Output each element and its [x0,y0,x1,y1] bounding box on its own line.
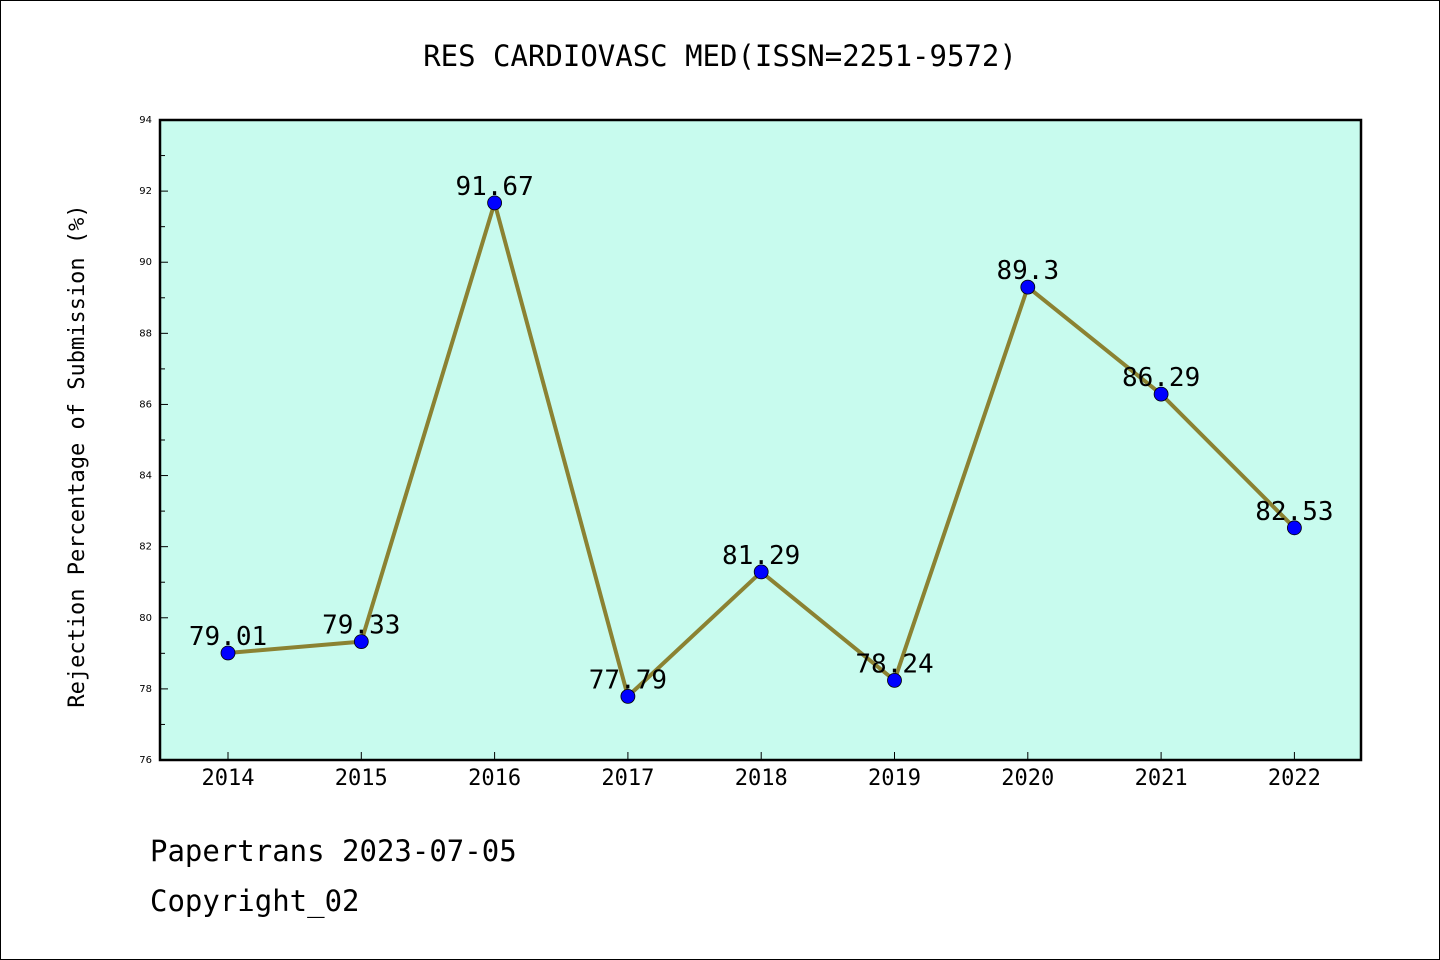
y-tick-label: 88 [139,328,152,339]
y-tick-label: 92 [139,186,152,197]
x-tick-label: 2018 [735,766,788,791]
x-tick-label: 2020 [1001,766,1054,791]
data-point [353,634,369,649]
data-point [220,645,236,661]
y-tick-label: 76 [139,755,152,766]
x-tick-label: 2021 [1135,766,1188,791]
x-tick-label: 2019 [868,766,921,791]
y-tick-label: 86 [139,399,152,410]
data-point [620,688,636,704]
plot-area [160,120,1361,760]
x-tick-label: 2016 [468,766,521,791]
footer-date: Papertrans 2023-07-05 [150,834,517,868]
data-point [753,564,769,580]
data-label: 81.29 [722,541,800,571]
data-label: 78.24 [855,649,933,679]
data-label: 91.67 [455,172,533,202]
y-tick-label: 84 [139,471,152,482]
x-tick-label: 2015 [335,766,388,791]
plot-border [158,118,1363,762]
data-label: 79.33 [322,611,400,641]
footer-copyright: Copyright_02 [150,884,360,918]
y-tick-label: 82 [139,542,152,553]
data-point [1020,279,1036,295]
x-tick-label: 2022 [1268,766,1321,791]
data-point [487,195,503,211]
data-point [1287,520,1302,536]
y-tick-label: 90 [139,257,152,268]
y-tick-label: 94 [139,115,152,126]
data-point [887,672,902,688]
data-point [1153,386,1169,402]
data-label: 86.29 [1122,363,1200,393]
data-label: 82.53 [1255,497,1333,527]
y-axis-label: Rejection Percentage of Submission (%) [65,204,90,707]
x-tick-label: 2017 [601,766,654,791]
y-tick-label: 78 [139,684,152,695]
y-tick-label: 80 [139,613,152,624]
chart-title: RES CARDIOVASC MED(ISSN=2251-9572) [423,39,1017,73]
data-label: 89.3 [996,256,1059,286]
x-tick-label: 2014 [202,766,255,791]
data-label: 77.79 [589,665,667,695]
data-label: 79.01 [189,622,267,652]
